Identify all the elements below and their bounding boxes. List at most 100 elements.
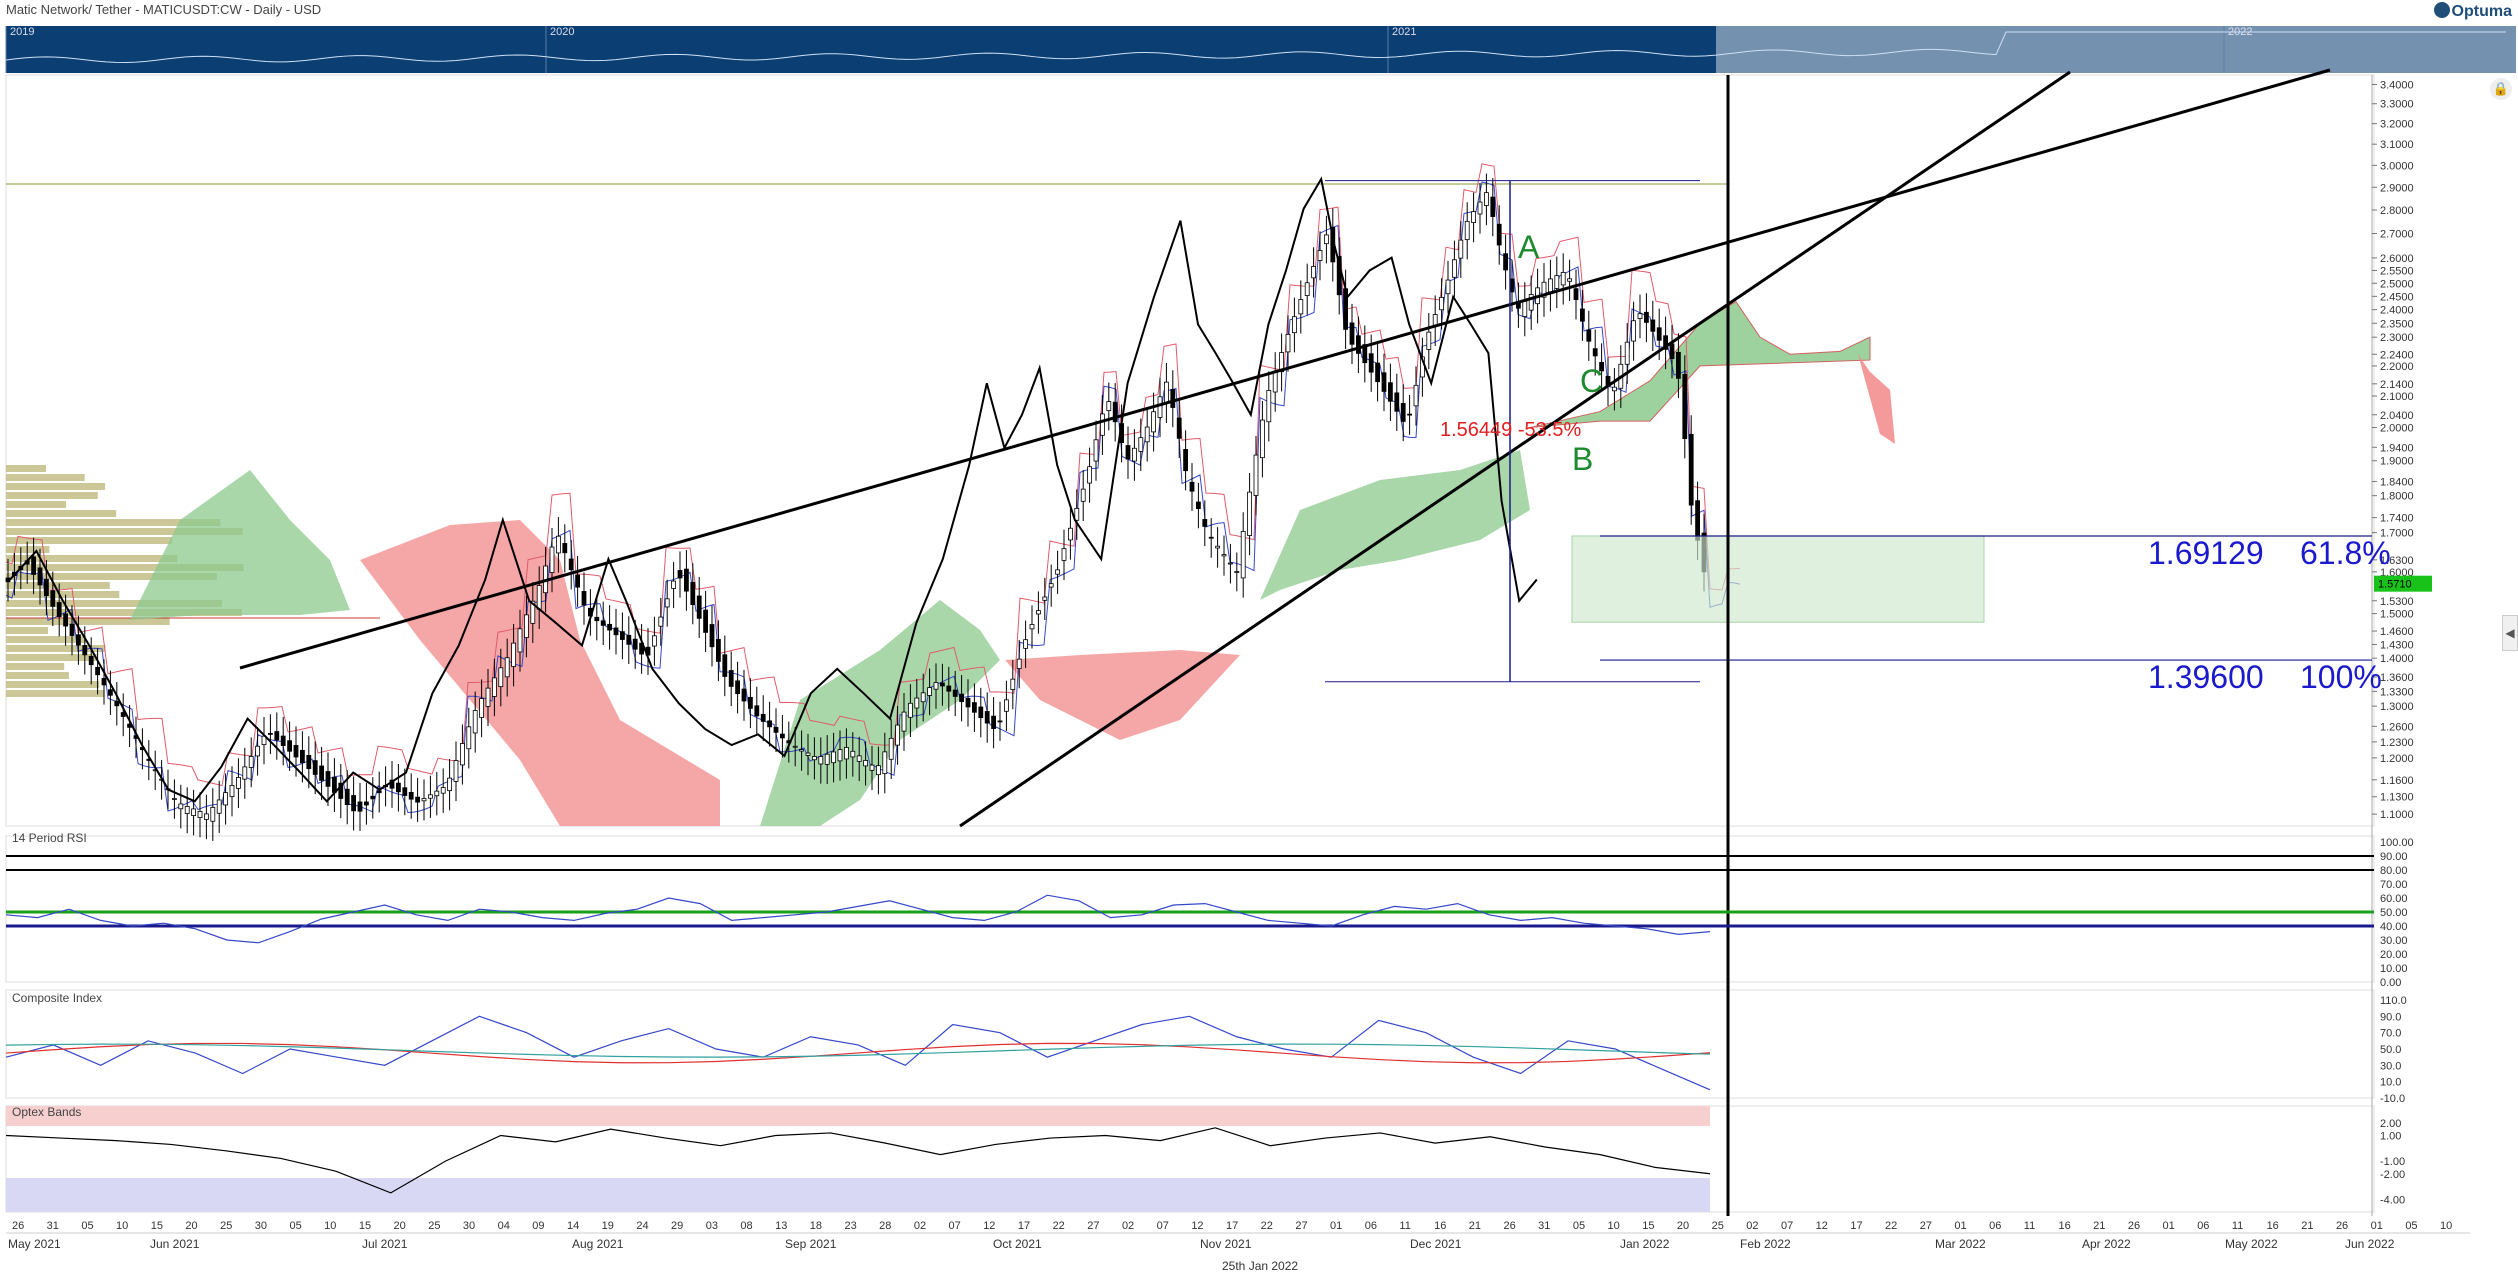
y-tick-label: 1.4300 — [2380, 639, 2414, 651]
candle-body — [812, 756, 817, 761]
volume-profile-bar — [6, 618, 170, 625]
panel-frame — [5, 989, 2375, 1099]
candle-body — [1170, 388, 1176, 408]
volume-profile-bar — [6, 501, 67, 508]
volume-profile-bar — [6, 627, 49, 634]
fib-level-percent: 61.8% — [2300, 535, 2391, 571]
candle-body — [1279, 352, 1284, 373]
candle-body — [1087, 466, 1092, 484]
candle-body — [984, 711, 990, 724]
candle-body — [1061, 548, 1067, 561]
candle-body — [101, 678, 107, 686]
ichimoku-cloud-red — [360, 520, 720, 826]
candle-body — [120, 712, 126, 717]
candle-body — [844, 746, 849, 760]
candle-body — [440, 787, 446, 794]
candle-body — [888, 737, 894, 760]
panel-toggle-icon[interactable]: ◀ — [2502, 615, 2518, 651]
lock-icon[interactable]: 🔒 — [2490, 78, 2512, 100]
volume-profile-bar — [6, 573, 217, 580]
y-tick-label: 1.7000 — [2380, 528, 2414, 540]
candle-body — [1189, 481, 1195, 492]
candle-body — [863, 760, 868, 767]
x-day-tick: 12 — [1816, 1220, 1828, 1232]
candle-body — [63, 613, 68, 627]
y-tick-label: 1.2600 — [2380, 721, 2414, 733]
candle-body — [690, 581, 696, 605]
kijun-line — [5, 163, 1741, 787]
candle-body — [82, 645, 88, 656]
brand-logo[interactable]: Optuma — [2433, 2, 2512, 21]
y-tick-label: 2.5500 — [2380, 265, 2414, 277]
panel-frame — [5, 74, 2375, 827]
candle-body — [914, 697, 920, 709]
x-day-tick: 30 — [463, 1220, 475, 1232]
candle-body — [632, 638, 638, 650]
fib-level-price: 1.69129 — [2148, 535, 2264, 571]
candle-body — [376, 790, 382, 794]
x-month-label: Jun 2021 — [150, 1237, 200, 1251]
candle-body — [594, 616, 600, 622]
composite-tick-label: 90.0 — [2380, 1011, 2401, 1023]
candle-body — [568, 558, 574, 571]
candle-body — [1042, 596, 1048, 601]
candle-body — [1304, 282, 1310, 297]
candle-body — [1458, 239, 1464, 259]
chikou-line — [9, 176, 1538, 803]
candle-body — [1196, 501, 1201, 509]
x-day-tick: 10 — [324, 1220, 336, 1232]
volume-profile-bar — [6, 510, 117, 517]
candle-body — [517, 628, 523, 653]
x-day-tick: 16 — [1434, 1220, 1446, 1232]
last-price-label: 1.5710 — [2378, 579, 2412, 591]
candle-body — [652, 635, 657, 647]
navigator-year-label: 2020 — [550, 26, 574, 38]
candle-body — [1676, 351, 1681, 379]
x-month-label: Apr 2022 — [2082, 1237, 2131, 1251]
candle-body — [716, 639, 721, 662]
x-day-tick: 22 — [1261, 1220, 1273, 1232]
candle-body — [940, 682, 945, 687]
candle-body — [50, 590, 56, 607]
candle-body — [1631, 320, 1636, 342]
candle-body — [1541, 281, 1547, 298]
candle-body — [1240, 530, 1246, 579]
candle-body — [427, 794, 433, 799]
x-day-tick: 01 — [2371, 1220, 2383, 1232]
candle-body — [1138, 437, 1144, 452]
x-day-tick: 08 — [740, 1220, 752, 1232]
x-month-label: Aug 2021 — [572, 1237, 624, 1251]
y-tick-label: 1.3000 — [2380, 701, 2414, 713]
candle-body — [1010, 678, 1016, 690]
x-day-tick: 03 — [706, 1220, 718, 1232]
volume-profile-bar — [6, 645, 106, 652]
y-tick-label: 1.1600 — [2380, 775, 2414, 787]
candle-body — [658, 616, 664, 627]
x-day-tick: 19 — [602, 1220, 614, 1232]
x-day-tick: 09 — [532, 1220, 544, 1232]
fib-level-price: 1.39600 — [2148, 659, 2264, 695]
x-day-tick: 05 — [1573, 1220, 1585, 1232]
candle-body — [735, 680, 740, 695]
volume-profile-bar — [6, 654, 97, 661]
candle-body — [1612, 386, 1617, 392]
candle-body — [1439, 296, 1444, 311]
candle-body — [1176, 417, 1182, 439]
candle-body — [748, 696, 753, 709]
candle-body — [1317, 250, 1323, 261]
ichimoku-future-cloud-green — [1529, 300, 1871, 429]
rsi-tick-label: 60.00 — [2380, 893, 2408, 905]
x-month-label: Oct 2021 — [993, 1237, 1042, 1251]
rsi-tick-label: 40.00 — [2380, 921, 2408, 933]
candle-body — [1413, 384, 1419, 407]
x-day-tick: 17 — [1850, 1220, 1862, 1232]
volume-profile-bar — [6, 528, 243, 535]
last-price-tag — [2374, 575, 2432, 592]
candle-body — [524, 614, 529, 638]
x-day-tick: 25 — [428, 1220, 440, 1232]
x-month-label: Jun 2022 — [2345, 1237, 2395, 1251]
candle-body — [1560, 271, 1566, 286]
candle-body — [44, 578, 49, 596]
x-day-tick: 17 — [1018, 1220, 1030, 1232]
